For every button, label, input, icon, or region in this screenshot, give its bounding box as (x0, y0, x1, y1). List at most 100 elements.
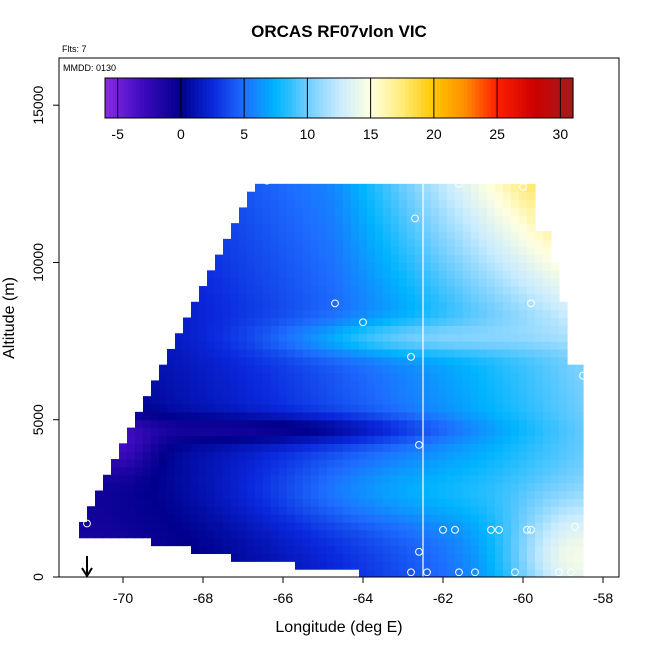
heatmap-cell (495, 419, 504, 429)
heatmap-cell (319, 482, 328, 492)
heatmap-cell (479, 451, 488, 460)
heatmap-cell (479, 529, 488, 539)
heatmap-cell (399, 309, 408, 319)
heatmap-cell (479, 466, 488, 476)
heatmap-cell (527, 262, 536, 271)
heatmap-cell (319, 372, 328, 382)
heatmap-cell (263, 301, 272, 311)
heatmap-cell (471, 443, 480, 452)
heatmap-cell (455, 506, 464, 515)
heatmap-cell (239, 262, 248, 271)
heatmap-cell (431, 207, 440, 216)
heatmap-cell (479, 333, 488, 342)
heatmap-cell (519, 498, 528, 507)
heatmap-cell (439, 545, 448, 555)
heatmap-cell (239, 254, 248, 264)
heatmap-cell (231, 278, 240, 287)
heatmap-cell (255, 183, 264, 193)
colorbar-swatch (409, 78, 414, 118)
heatmap-cell (447, 348, 456, 358)
heatmap-cell (327, 380, 336, 389)
heatmap-cell (519, 521, 528, 531)
heatmap-cell (511, 207, 520, 216)
heatmap-cell (479, 364, 488, 374)
heatmap-cell (247, 545, 256, 555)
heatmap-cell (527, 451, 536, 460)
heatmap-cell (343, 529, 352, 539)
heatmap-cell (343, 537, 352, 547)
heatmap-cell (311, 246, 320, 256)
heatmap-cell (223, 435, 232, 444)
heatmap-cell (135, 419, 144, 429)
heatmap-cell (383, 278, 392, 287)
heatmap-cell (255, 466, 264, 476)
heatmap-cell (447, 411, 456, 421)
heatmap-cell (295, 223, 304, 232)
colorbar-swatch (159, 78, 165, 118)
heatmap-cell (119, 459, 128, 468)
heatmap-cell (231, 396, 240, 405)
heatmap-cell (503, 317, 512, 326)
heatmap-cell (407, 521, 416, 531)
heatmap-cell (175, 341, 184, 350)
sample-point (415, 440, 423, 449)
heatmap-cell (311, 223, 320, 232)
heatmap-cell (175, 372, 184, 382)
heatmap-cell (439, 553, 448, 562)
heatmap-cell (471, 286, 480, 295)
heatmap-cell (399, 341, 408, 350)
x-tick-label: -70 (113, 590, 133, 606)
heatmap-cell (247, 506, 256, 515)
colorbar-swatch (151, 78, 157, 118)
heatmap-cell (191, 545, 200, 555)
heatmap-cell (327, 309, 336, 319)
heatmap-cell (495, 183, 504, 193)
heatmap-cell (447, 529, 456, 539)
heatmap-cell (423, 474, 432, 484)
heatmap-cell (239, 411, 248, 421)
heatmap-cell (575, 514, 584, 523)
heatmap-cell (279, 262, 288, 271)
heatmap-cell (431, 262, 440, 271)
heatmap-cell (287, 317, 296, 326)
heatmap-cell (559, 325, 568, 334)
heatmap-cell (447, 427, 456, 437)
heatmap-cell (199, 514, 208, 523)
heatmap-cell (279, 325, 288, 334)
heatmap-cell (223, 545, 232, 555)
heatmap-cell (431, 459, 440, 468)
heatmap-cell (463, 254, 472, 264)
heatmap-cell (263, 341, 272, 350)
heatmap-cell (135, 490, 144, 499)
heatmap-cell (327, 451, 336, 460)
heatmap-cell (407, 207, 416, 216)
heatmap-cell (519, 341, 528, 350)
heatmap-cell (535, 231, 544, 240)
heatmap-cell (223, 348, 232, 358)
heatmap-cell (143, 506, 152, 515)
heatmap-cell (271, 348, 280, 358)
heatmap-cell (455, 372, 464, 382)
heatmap-cell (423, 466, 432, 476)
heatmap-cell (311, 396, 320, 405)
heatmap-cell (415, 325, 424, 334)
heatmap-cell (415, 466, 424, 476)
heatmap-cells (79, 183, 584, 577)
heatmap-cell (327, 466, 336, 476)
heatmap-cell (527, 231, 536, 240)
heatmap-cell (439, 301, 448, 311)
heatmap-cell (375, 341, 384, 350)
heatmap-cell (95, 490, 104, 499)
heatmap-cell (167, 490, 176, 499)
heatmap-cell (519, 191, 528, 201)
heatmap-cell (375, 191, 384, 201)
heatmap-cell (535, 286, 544, 295)
heatmap-cell (327, 215, 336, 224)
heatmap-cell (231, 223, 240, 232)
heatmap-cell (527, 396, 536, 405)
heatmap-cell (311, 435, 320, 444)
heatmap-cell (431, 238, 440, 248)
heatmap-cell (151, 529, 160, 539)
heatmap-cell (351, 529, 360, 539)
heatmap-cell (279, 333, 288, 342)
